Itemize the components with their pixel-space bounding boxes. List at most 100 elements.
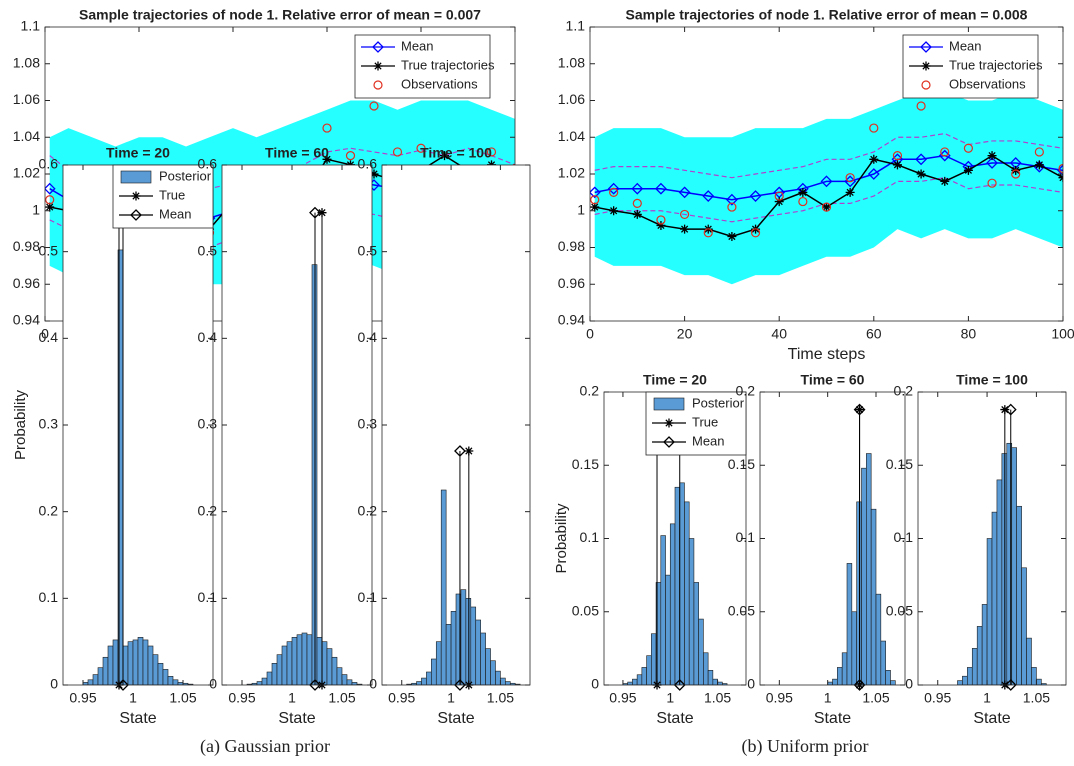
plot-area xyxy=(222,165,372,685)
plot-area xyxy=(63,165,213,685)
y-tick-label: 0.2 xyxy=(736,383,756,399)
y-tick-label: 0.05 xyxy=(572,602,599,618)
y-tick-label: 1.02 xyxy=(13,165,40,181)
bar xyxy=(651,633,657,685)
plot xyxy=(82,197,194,685)
diamond-marker xyxy=(678,186,691,199)
bar xyxy=(187,683,194,685)
bar xyxy=(514,683,521,685)
x-tick-label: 1 xyxy=(288,690,296,706)
y-tick-label: 0.15 xyxy=(886,456,913,472)
x-tick-label: 80 xyxy=(961,326,977,342)
circle-marker xyxy=(869,123,879,133)
bar xyxy=(435,641,442,685)
bar xyxy=(1021,567,1027,685)
y-tick-label: 0.3 xyxy=(39,416,59,432)
bar xyxy=(981,604,988,685)
bar xyxy=(698,618,704,685)
circle-marker xyxy=(845,173,855,183)
x-tick-label: 0.95 xyxy=(924,690,951,706)
bar xyxy=(1031,667,1037,685)
chart-title: Time = 20 xyxy=(106,145,170,161)
legend-label: Observations xyxy=(401,76,478,91)
bar xyxy=(122,645,129,685)
bar xyxy=(107,645,114,685)
bar xyxy=(636,674,643,685)
star-marker xyxy=(892,160,902,170)
legend-label: Mean xyxy=(949,38,982,53)
y-tick-label: 1.1 xyxy=(21,18,41,34)
circle-marker xyxy=(921,80,931,90)
star-marker xyxy=(131,191,141,201)
bar xyxy=(152,654,159,685)
y-tick-label: 0 xyxy=(209,676,217,692)
y-tick-label: 0 xyxy=(905,676,913,692)
circle-marker xyxy=(963,143,974,153)
diamond-marker xyxy=(673,679,686,691)
bar xyxy=(641,667,647,685)
diamond-marker xyxy=(702,190,715,202)
chart: 0 0.1 0.2 0.3 0.4 0.5 0.6 0.95 1 1.05 Time = 100 St… xyxy=(358,145,531,727)
y-tick-label: 0.6 xyxy=(39,156,59,172)
y-tick-label: 1.08 xyxy=(558,54,585,70)
star-marker xyxy=(664,418,674,428)
x-tick-label: 1 xyxy=(129,690,137,706)
diamond-marker xyxy=(1004,679,1017,691)
x-tick-label: 1.05 xyxy=(862,690,889,706)
bar xyxy=(276,654,283,685)
x-tick-label: 1.05 xyxy=(328,690,355,706)
x-tick-label: 1 xyxy=(666,690,674,706)
x-tick-label: 1.05 xyxy=(487,690,514,706)
bar xyxy=(976,626,983,685)
bar xyxy=(717,681,723,685)
diamond-marker xyxy=(117,679,129,691)
circle-marker xyxy=(916,101,926,111)
diamond-marker xyxy=(607,182,620,195)
x-tick-label: 20 xyxy=(677,326,693,342)
star-marker xyxy=(987,151,997,161)
y-tick-label: 0 xyxy=(50,676,58,692)
bar xyxy=(127,641,134,685)
bar xyxy=(1026,637,1032,685)
plot xyxy=(406,451,521,685)
bar xyxy=(92,674,99,685)
y-tick-label: 1.1 xyxy=(566,18,586,34)
bar xyxy=(261,677,268,685)
circle-marker xyxy=(590,195,600,205)
bar xyxy=(102,656,109,685)
bar xyxy=(665,574,671,685)
y-tick-label: 1.04 xyxy=(13,128,40,144)
y-tick-label: 1.02 xyxy=(558,165,585,181)
chart-title: Sample trajectories of node 1. Relative … xyxy=(79,7,481,23)
y-tick-label: 0.2 xyxy=(580,383,600,399)
y-tick-label: 0.98 xyxy=(13,238,40,254)
bar xyxy=(306,634,313,685)
bar xyxy=(286,641,293,685)
bar xyxy=(688,538,695,685)
diamond-marker xyxy=(1057,164,1063,177)
x-tick-label: 0 xyxy=(586,326,594,342)
bar xyxy=(962,675,968,685)
bar xyxy=(627,681,633,685)
diamond-marker xyxy=(725,193,738,206)
y-tick-label: 1.06 xyxy=(558,91,585,107)
circle-marker xyxy=(656,215,666,225)
star-marker xyxy=(963,165,973,175)
x-tick-label: 1.05 xyxy=(704,690,731,706)
x-tick-label: 1 xyxy=(447,690,455,706)
y-tick-label: 0.1 xyxy=(198,589,218,605)
diamond-marker xyxy=(749,190,762,202)
x-axis-label: State xyxy=(814,710,851,727)
x-tick-label: 40 xyxy=(771,326,787,342)
bar xyxy=(846,563,853,685)
star-marker xyxy=(317,208,327,218)
diamond-marker xyxy=(309,679,321,691)
y-axis-label: Probability xyxy=(12,389,29,460)
y-tick-label: 0.2 xyxy=(894,383,914,399)
circle-marker xyxy=(798,196,808,207)
dashed-line xyxy=(594,132,1063,179)
legend-label: Mean xyxy=(692,433,725,448)
bar xyxy=(421,677,427,685)
bar xyxy=(684,501,690,685)
bar xyxy=(445,624,452,685)
